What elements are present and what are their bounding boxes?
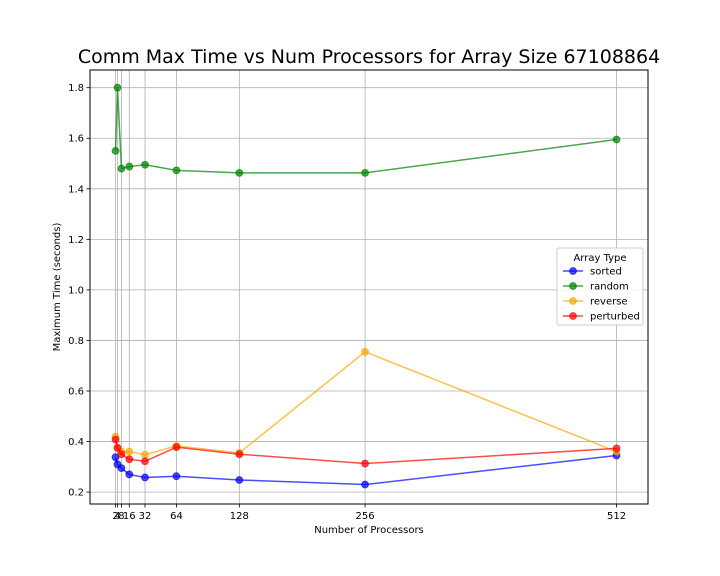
legend: Array Type sorted random reverse perturbed — [556, 247, 644, 326]
x-axis-label: Number of Processors — [314, 525, 424, 536]
data-point-random — [172, 166, 181, 175]
legend-label-reverse: reverse — [590, 297, 628, 308]
y-tick-label: 1.0 — [68, 285, 84, 296]
data-point-random — [125, 162, 134, 171]
chart-title: Comm Max Time vs Num Processors for Arra… — [78, 46, 660, 68]
y-tick-label: 0.2 — [68, 488, 84, 499]
legend-label-random: random — [590, 282, 629, 293]
data-point-sorted — [235, 476, 244, 484]
data-point-sorted — [117, 464, 126, 473]
x-tick-label: 8 — [118, 511, 124, 522]
x-tick-label: 64 — [170, 511, 183, 522]
series-line-random — [114, 86, 617, 174]
data-point-random — [113, 83, 122, 92]
data-point-perturbed — [117, 450, 126, 459]
y-tick-label: 1.4 — [68, 184, 84, 195]
data-point-perturbed — [235, 450, 244, 459]
x-tick-label: 128 — [230, 511, 249, 522]
series-random — [111, 83, 621, 177]
data-point-sorted — [361, 480, 369, 489]
series-perturbed — [111, 435, 621, 468]
legend-label-sorted: sorted — [590, 267, 622, 278]
y-tick-label: 0.6 — [68, 387, 84, 398]
data-point-perturbed — [361, 459, 369, 468]
data-point-sorted — [172, 472, 181, 481]
series-sorted — [111, 451, 621, 489]
data-point-perturbed — [172, 443, 181, 452]
data-point-random — [361, 168, 369, 177]
legend-marker-sorted — [569, 267, 577, 275]
data-point-reverse — [141, 450, 149, 459]
legend-items: sorted random reverse perturbed — [563, 267, 640, 323]
series-line-reverse — [114, 351, 617, 456]
data-point-reverse — [361, 347, 369, 356]
data-point-random — [141, 160, 149, 169]
data-point-perturbed — [125, 455, 134, 464]
legend-label-perturbed: perturbed — [590, 312, 640, 323]
x-tick-label: 32 — [139, 511, 152, 522]
data-point-sorted — [125, 470, 134, 479]
legend-marker-perturbed — [569, 312, 577, 320]
legend-box — [556, 247, 644, 326]
x-tick-label: 16 — [123, 511, 136, 522]
data-point-random — [612, 135, 621, 144]
data-point-sorted — [111, 453, 120, 462]
y-tick-label: 0.8 — [68, 336, 84, 347]
data-point-random — [111, 146, 120, 155]
data-point-sorted — [141, 473, 149, 482]
x-tick-label: 4 — [114, 511, 120, 522]
data-point-perturbed — [141, 457, 149, 466]
x-tick-label: 512 — [607, 511, 626, 522]
y-tick-label: 1.8 — [68, 83, 84, 94]
data-point-perturbed — [113, 443, 122, 452]
x-tick-label: 2 — [112, 511, 118, 522]
y-axis-label: Maximum Time (seconds) — [52, 223, 63, 352]
data-point-random — [117, 164, 126, 173]
series-layer — [111, 83, 621, 489]
data-point-random — [235, 168, 244, 177]
data-point-perturbed — [111, 435, 120, 444]
legend-title: Array Type — [573, 253, 626, 264]
data-point-reverse — [125, 447, 134, 456]
x-tick-label: 256 — [356, 511, 375, 522]
legend-marker-reverse — [569, 297, 577, 305]
data-point-perturbed — [612, 444, 621, 453]
y-tick-label: 0.4 — [68, 437, 84, 448]
legend-marker-random — [569, 282, 577, 290]
y-tick-label: 1.6 — [68, 134, 84, 145]
plot-frame — [89, 69, 649, 505]
y-tick-label: 1.2 — [68, 235, 84, 246]
